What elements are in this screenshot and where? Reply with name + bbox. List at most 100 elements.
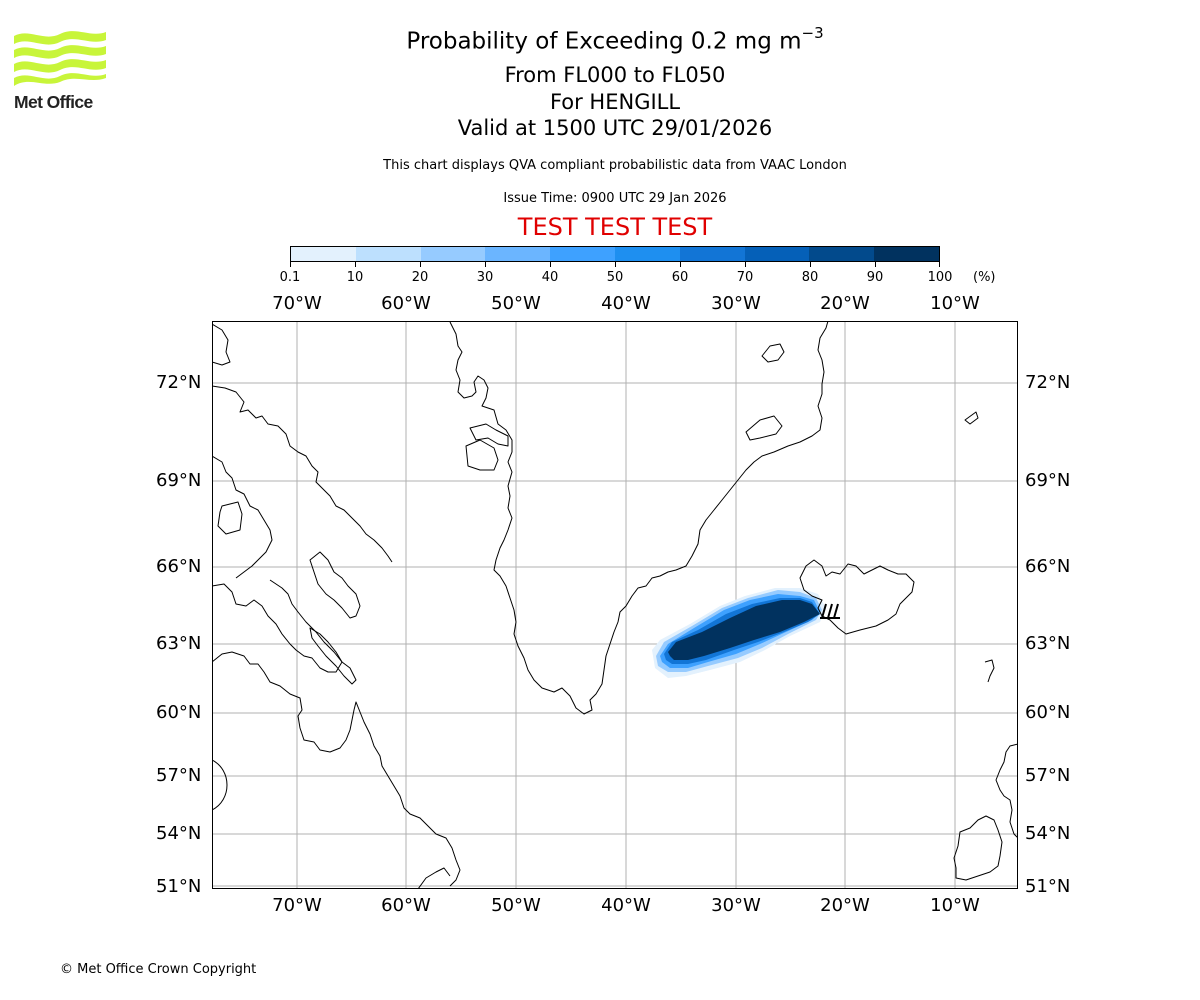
valid-time: Valid at 1500 UTC 29/01/2026 [457,116,773,140]
coastline-scoresby [761,343,785,363]
coastline-ireland [953,815,1003,881]
lat-label-right: 63°N [1025,633,1071,654]
lon-label-top: 60°W [381,293,431,314]
lat-label-left: 57°N [156,765,202,786]
island-faroe [984,659,995,683]
lat-label-right: 60°N [1025,702,1071,723]
coastline-greenland [449,321,829,715]
colorbar-tick-label: 0.1 [279,270,301,285]
colorbar-tick-label: 60 [671,270,689,285]
chart-description: This chart displays QVA compliant probab… [383,158,847,173]
colorbar-segment [355,247,421,261]
colorbar-tick-label: 90 [866,270,884,285]
lat-label-left: 51°N [156,876,202,897]
lat-label-right: 72°N [1025,372,1071,393]
lat-label-right: 57°N [1025,765,1071,786]
lon-label-bottom: 40°W [601,895,651,916]
island-jan-mayen [964,411,979,425]
coastline-greenland-east-fjord [745,415,783,441]
colorbar-tick [875,262,876,267]
lon-label-top: 50°W [491,293,541,314]
lon-label-top: 70°W [272,293,322,314]
lon-label-top: 30°W [711,293,761,314]
colorbar-tick [615,262,616,267]
ash-plume [652,588,826,678]
test-banner: TEST TEST TEST [517,213,713,241]
colorbar-segment [744,247,810,261]
colorbar-tick-label: 80 [801,270,819,285]
lon-label-bottom: 30°W [711,895,761,916]
colorbar-tick [290,262,291,267]
colorbar-unit: (%) [973,270,996,285]
coastline-newfoundland [417,867,451,889]
met-office-logo: Met Office [14,30,106,112]
lon-label-top: 20°W [820,293,870,314]
coastline-baffin-north [212,323,231,366]
lon-label-top: 10°W [930,293,980,314]
lat-label-left: 66°N [156,556,202,577]
colorbar-tick-label: 30 [476,270,494,285]
flight-level-range: From FL000 to FL050 [504,63,726,87]
chart-title: Probability of Exceeding 0.2 mg m−3 [0,24,1200,55]
island-nettilling [217,501,243,535]
colorbar-tick [355,262,356,267]
colorbar-tick [680,262,681,267]
copyright-notice: © Met Office Crown Copyright [60,962,257,977]
met-office-wave-logo-icon [14,31,106,86]
lat-label-left: 72°N [156,372,202,393]
lon-label-top: 40°W [601,293,651,314]
colorbar-segment [291,247,356,261]
colorbar-tick-label: 50 [606,270,624,285]
coastline-baffin-east [212,385,393,563]
colorbar-segment [874,247,939,261]
colorbar-tick [745,262,746,267]
lat-label-left: 54°N [156,823,202,844]
coastline-baffin-south [212,579,343,673]
lat-label-left: 60°N [156,702,202,723]
island-greenland-west [465,439,499,471]
coastline-meta-incognita [309,627,357,685]
lat-label-right: 69°N [1025,470,1071,491]
colorbar-tick-label: 100 [927,270,953,285]
colorbar-tick-label: 10 [346,270,364,285]
gridlines [212,321,1018,889]
lon-label-bottom: 50°W [491,895,541,916]
coastline-hall-peninsula [309,551,361,619]
colorbar-segment [679,247,745,261]
lon-label-bottom: 20°W [820,895,870,916]
map-plot-area[interactable] [212,321,1018,889]
volcano-marker-icon [820,603,840,619]
lon-label-bottom: 70°W [272,895,322,916]
coastline-labrador [212,651,461,887]
lon-label-bottom: 10°W [930,895,980,916]
probability-colorbar [290,246,940,262]
lat-label-right: 51°N [1025,876,1071,897]
colorbar-tick-label: 40 [541,270,559,285]
lat-label-left: 63°N [156,633,202,654]
volcano-name: For HENGILL [549,90,681,114]
coastline-baffin-cumberland [212,455,273,579]
colorbar-tick [485,262,486,267]
coastlines [212,321,1018,889]
lat-label-right: 66°N [1025,556,1071,577]
colorbar-tick-label: 70 [736,270,754,285]
colorbar-segment [550,247,615,261]
lat-label-right: 54°N [1025,823,1071,844]
chart-title-superscript: −3 [801,24,824,42]
issue-time: Issue Time: 0900 UTC 29 Jan 2026 [503,191,727,206]
lat-label-left: 69°N [156,470,202,491]
lon-label-bottom: 60°W [381,895,431,916]
colorbar-tick [550,262,551,267]
colorbar-segment [809,247,875,261]
colorbar-segment [485,247,551,261]
colorbar-tick-label: 20 [411,270,429,285]
island-disko [469,423,509,447]
chart-title-text: Probability of Exceeding 0.2 mg m [406,28,802,55]
coastline-scotland [995,743,1018,839]
colorbar-tick [810,262,811,267]
colorbar-tick [939,262,940,267]
map-frame [212,321,1018,889]
colorbar-tick [420,262,421,267]
colorbar-segment [614,247,680,261]
colorbar-segment [420,247,486,261]
